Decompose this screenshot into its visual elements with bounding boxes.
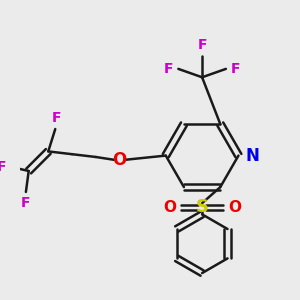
- Text: F: F: [197, 38, 207, 52]
- Text: F: F: [52, 111, 62, 125]
- Text: F: F: [0, 160, 6, 174]
- Text: S: S: [196, 198, 208, 216]
- Text: F: F: [231, 62, 240, 76]
- Text: O: O: [112, 151, 127, 169]
- Text: O: O: [163, 200, 176, 215]
- Text: O: O: [228, 200, 241, 215]
- Text: N: N: [245, 147, 259, 165]
- Text: F: F: [21, 196, 31, 210]
- Text: F: F: [164, 62, 173, 76]
